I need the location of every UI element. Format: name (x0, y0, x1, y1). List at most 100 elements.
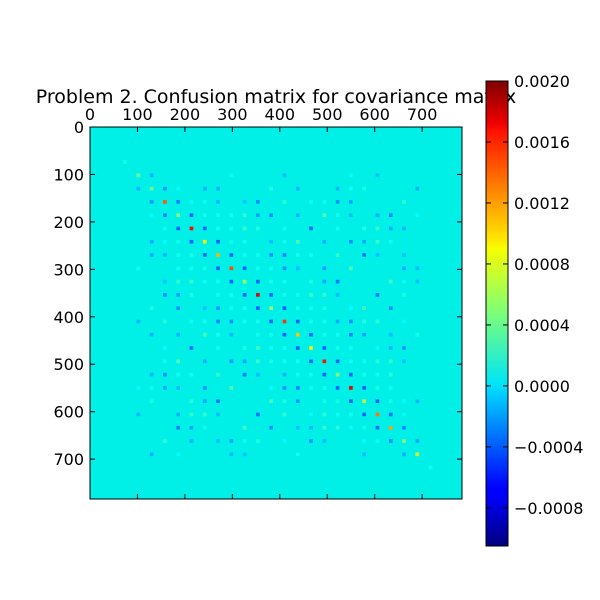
heatmap-cell (189, 399, 194, 404)
heatmap-cell (269, 186, 274, 191)
heatmap-cell (202, 253, 207, 257)
plot-frame (89, 126, 463, 500)
heatmap-cell (256, 359, 260, 364)
heatmap-cell (388, 372, 393, 377)
heatmap-cell (295, 186, 300, 191)
heatmap-cell (415, 186, 420, 191)
heatmap-cell (322, 332, 327, 337)
heatmap-cell (242, 293, 247, 297)
x-tick-label: 400 (265, 105, 296, 124)
heatmap-cell (242, 425, 247, 430)
heatmap-cell (229, 452, 234, 457)
colorbar: −0.0008 −0.0004 0.0000 0.0004 0.0008 0.0012 0.… (485, 72, 583, 547)
heatmap-cell (242, 266, 247, 271)
heatmap-cell (229, 306, 234, 311)
heatmap-cell (388, 213, 393, 218)
heatmap-cell (242, 359, 247, 364)
heatmap-cell (282, 239, 287, 244)
heatmap-cell (229, 359, 234, 364)
heatmap-cell (229, 226, 234, 231)
heatmap-cell (322, 412, 327, 417)
heatmap-cell (295, 239, 300, 244)
heatmap-cell (176, 412, 181, 417)
heatmap-cell (176, 239, 181, 244)
heatmap-cell (229, 239, 234, 244)
heatmap-cell (202, 200, 207, 204)
heatmap-cell (349, 200, 353, 204)
heatmap-cell (189, 372, 194, 377)
y-tick-label: 100 (53, 165, 84, 184)
heatmap-cell (282, 306, 287, 311)
heatmap-cell (362, 412, 367, 417)
heatmap-cell (216, 412, 220, 417)
heatmap-cell (202, 359, 207, 364)
heatmap-cell (216, 239, 220, 244)
y-tick-label: 0 (74, 118, 84, 137)
heatmap-cell (322, 386, 327, 390)
heatmap-cell (149, 332, 154, 337)
heatmap-cell (402, 226, 406, 231)
heatmap-cell (309, 253, 313, 257)
heatmap-cell (375, 213, 380, 218)
heatmap-cell (322, 399, 327, 404)
heatmap-cell (295, 319, 300, 324)
heatmap-cell (202, 332, 207, 337)
heatmap-cell (282, 346, 287, 350)
x-tick-label: 100 (122, 105, 153, 124)
heatmap-cell (335, 253, 340, 257)
heatmap-cell (229, 439, 234, 443)
heatmap-cell (282, 412, 287, 417)
heatmap-cell (176, 186, 181, 191)
colorbar-tick-label: 0.0012 (514, 194, 570, 213)
heatmap-cell (375, 319, 380, 324)
heatmap-cell (189, 200, 194, 204)
heatmap-cell (216, 213, 220, 218)
heatmap-cell (202, 266, 207, 271)
heatmap-cell (309, 332, 313, 337)
heatmap-cell (269, 319, 274, 324)
heatmap-cell (176, 200, 181, 204)
heatmap-cell (176, 359, 181, 364)
heatmap-cell (216, 346, 220, 350)
heatmap-cell (136, 412, 141, 417)
heatmap-cell (202, 186, 207, 191)
heatmap-cell (242, 439, 247, 443)
heatmap-cell (256, 346, 260, 350)
heatmap-cell (149, 173, 154, 178)
heatmap-cell (229, 266, 234, 271)
heatmap-cell (362, 452, 367, 457)
heatmap-cell (362, 359, 367, 364)
heatmap-cell (295, 425, 300, 430)
heatmap-cell (282, 200, 287, 204)
heatmap-cell (388, 226, 393, 231)
heatmap-cell (349, 173, 353, 178)
colorbar-tick-label: 0.0020 (514, 72, 570, 91)
heatmap-cell (388, 399, 393, 404)
heatmap-cell (375, 412, 380, 417)
y-tick-label: 600 (53, 403, 84, 422)
heatmap-cell (269, 253, 274, 257)
heatmap-cell (282, 319, 287, 324)
heatmap-cell (349, 319, 353, 324)
heatmap-cell (375, 239, 380, 244)
heatmap-cell (349, 412, 353, 417)
heatmap-cell (309, 200, 313, 204)
heatmap-cell (309, 293, 313, 297)
y-tick-label: 400 (53, 308, 84, 327)
heatmap-cell (149, 213, 154, 218)
heatmap-cell (242, 306, 247, 311)
heatmap-cell (163, 279, 167, 284)
heatmap-cell (256, 306, 260, 311)
heatmap-cell (163, 439, 167, 443)
heatmap-cell (216, 439, 220, 443)
heatmap-cell (349, 306, 353, 311)
heatmap-cell (349, 332, 353, 337)
heatmap-cell (149, 372, 154, 377)
heatmap-cell (282, 372, 287, 377)
heatmap-cell (256, 279, 260, 284)
heatmap-cell (349, 239, 353, 244)
heatmap-cell (256, 266, 260, 271)
heatmap-cell (309, 226, 313, 231)
heatmap-cell (362, 253, 367, 257)
y-tick-label: 300 (53, 260, 84, 279)
